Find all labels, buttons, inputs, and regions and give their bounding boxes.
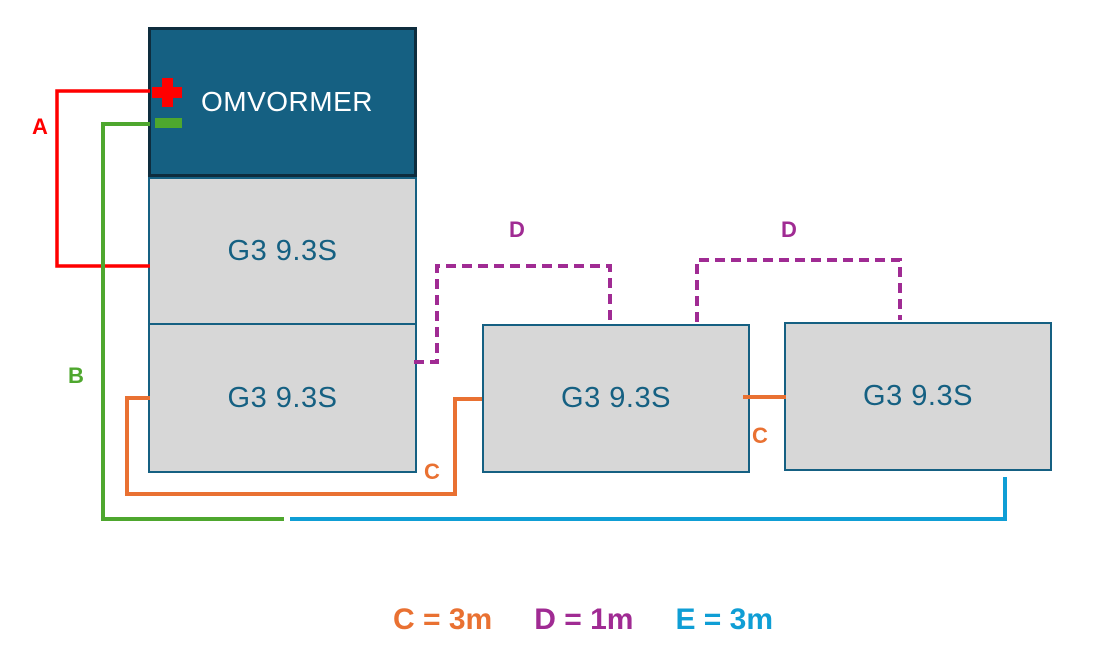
wire-e xyxy=(290,477,1007,521)
battery-box-3: G3 9.3S xyxy=(482,324,750,473)
battery-label: G3 9.3S xyxy=(227,234,338,267)
inverter-label: OMVORMER xyxy=(201,86,373,117)
legend-item-d: D = 1m xyxy=(534,603,634,636)
wire-label-c-left: C xyxy=(424,459,440,484)
wire-label-a: A xyxy=(32,114,48,139)
wire-d-right xyxy=(695,258,902,322)
battery-label: G3 9.3S xyxy=(227,381,338,414)
inverter-box: OMVORMER xyxy=(148,27,417,177)
minus-terminal-icon xyxy=(155,118,182,128)
wire-label-b: B xyxy=(68,363,84,388)
wire-label-d-right: D xyxy=(781,217,797,242)
battery-label: G3 9.3S xyxy=(561,382,671,414)
wire-label-c-right: C xyxy=(752,423,768,448)
legend-item-e: E = 3m xyxy=(675,603,773,636)
plus-bar-vertical xyxy=(162,78,173,107)
battery-label: G3 9.3S xyxy=(863,380,973,412)
battery-box-1: G3 9.3S xyxy=(148,177,417,325)
wire-a-plus xyxy=(55,89,150,268)
battery-box-4: G3 9.3S xyxy=(784,322,1052,471)
cable-length-legend: C = 3m D = 1m E = 3m xyxy=(393,603,773,637)
legend-item-c: C = 3m xyxy=(393,603,493,636)
battery-box-2: G3 9.3S xyxy=(148,323,417,473)
plus-terminal-icon xyxy=(152,78,182,107)
wire-label-d-left: D xyxy=(509,217,525,242)
